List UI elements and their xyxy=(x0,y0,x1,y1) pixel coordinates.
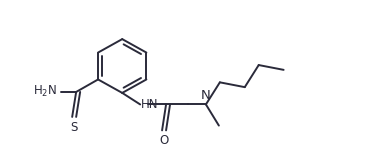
Text: H$_2$N: H$_2$N xyxy=(33,84,57,99)
Text: S: S xyxy=(71,121,78,134)
Text: N: N xyxy=(201,88,211,102)
Text: HN: HN xyxy=(141,98,158,111)
Text: O: O xyxy=(160,134,169,147)
